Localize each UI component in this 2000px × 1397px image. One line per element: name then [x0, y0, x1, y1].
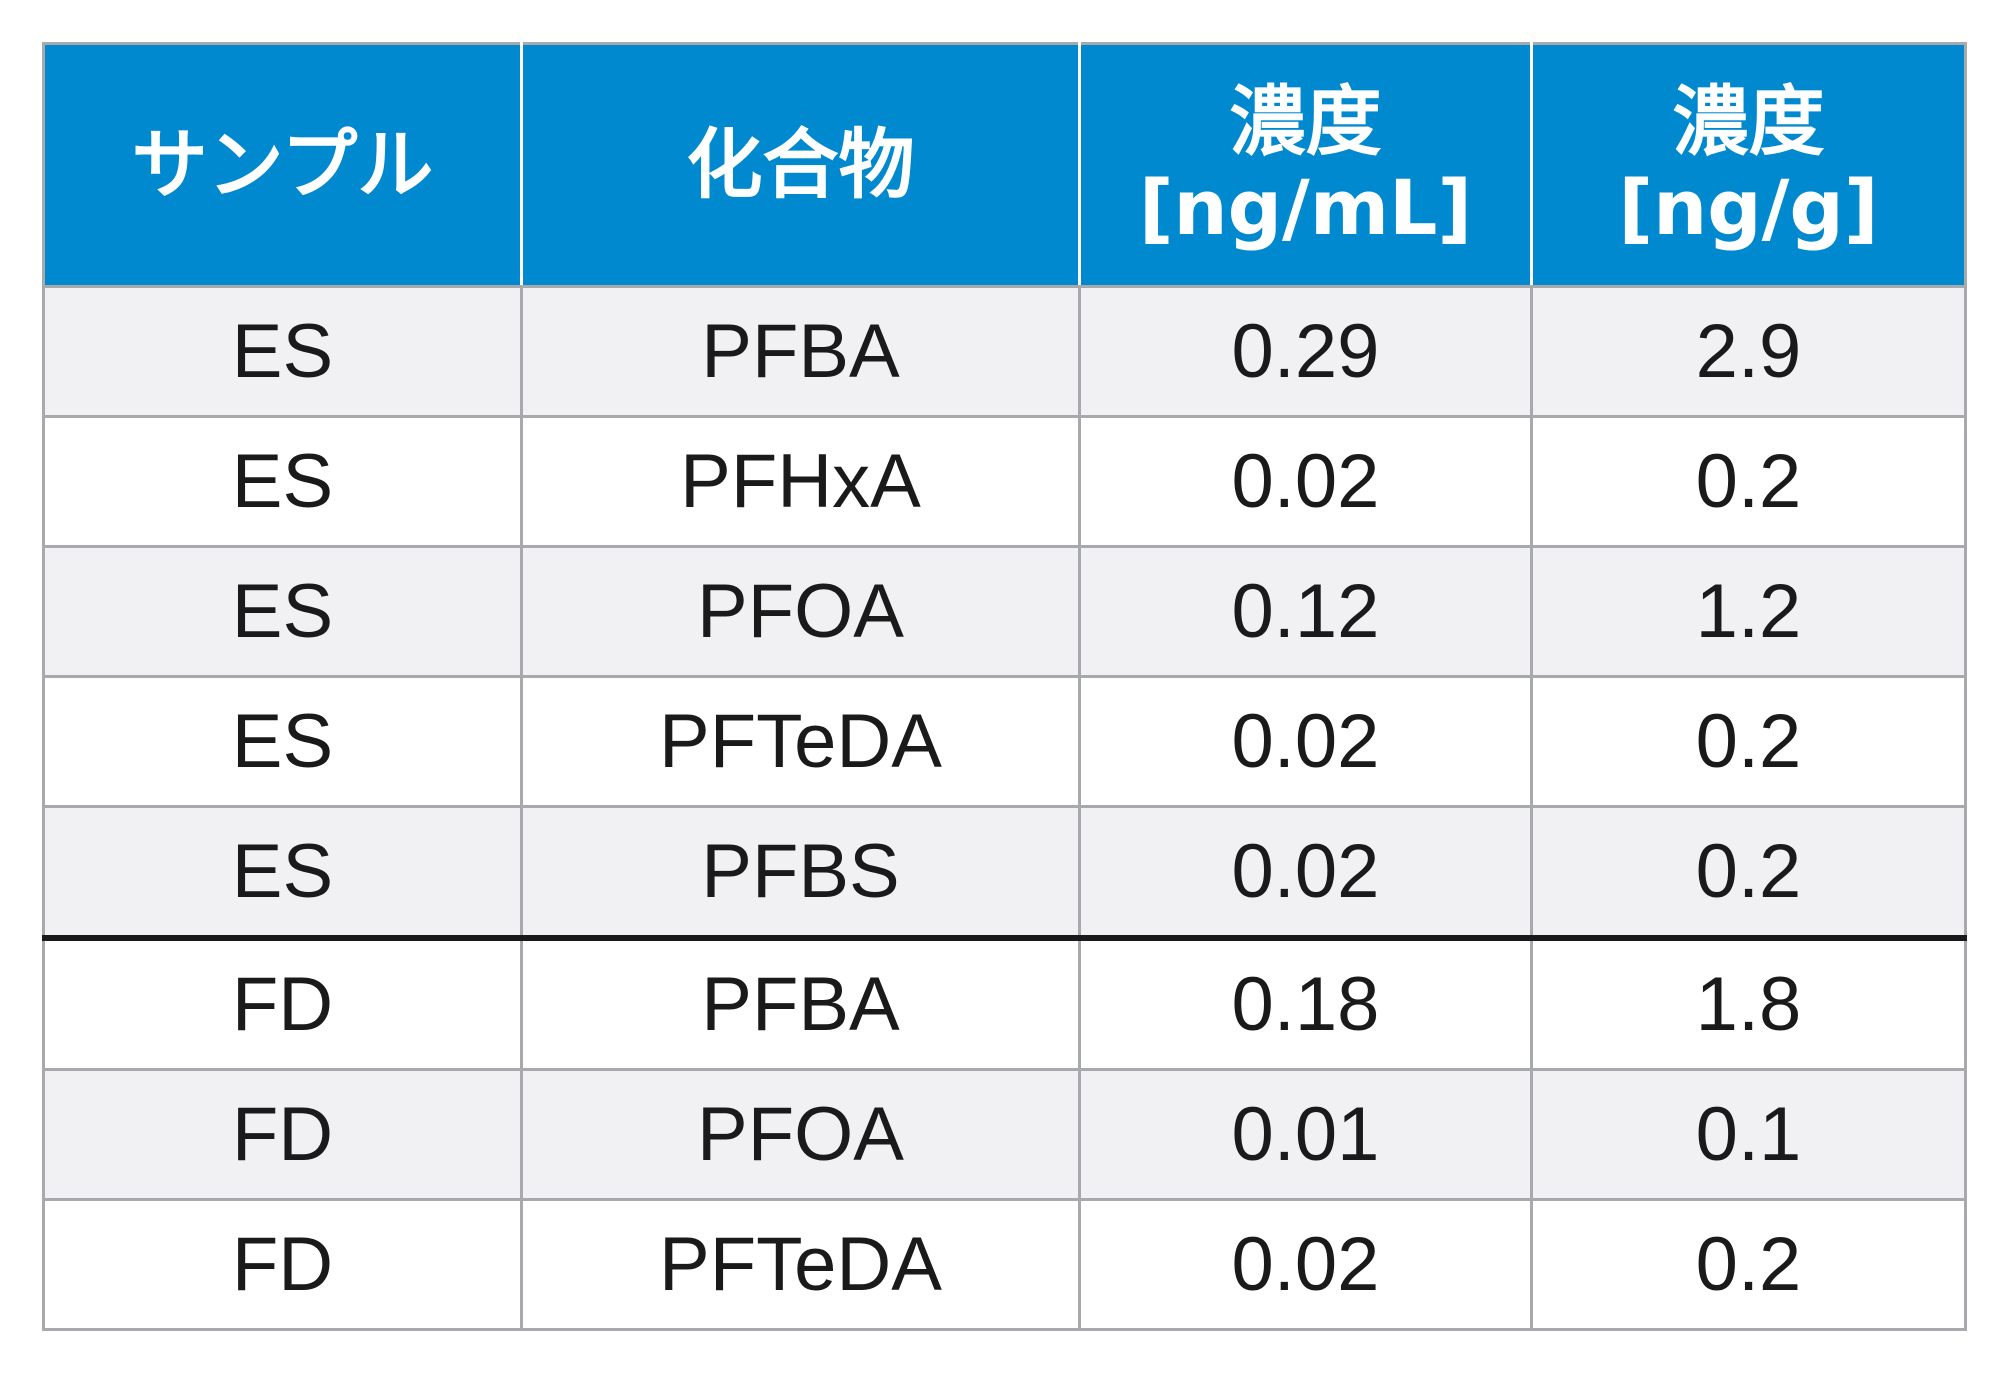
compound-cell: PFOA	[520, 545, 1081, 678]
concentration-ng-g-cell: 2.9	[1530, 285, 1967, 418]
concentration-ng-g-cell: 1.2	[1530, 545, 1967, 678]
concentration-ng-ml-cell: 0.02	[1078, 415, 1533, 548]
compound-cell: PFHxA	[520, 415, 1081, 548]
concentration-ng-ml-cell: 0.29	[1078, 285, 1533, 418]
table-body: ES PFBA 0.29 2.9 ES PFHxA 0.02 0.2 ES PFOA 0.12 1.2…	[42, 285, 1967, 1331]
header-unit-ng-g: [ng/g]	[1618, 163, 1879, 252]
table-row: FD PFTeDA 0.02 0.2	[42, 1198, 1967, 1331]
header-sample: サンプル	[42, 42, 523, 288]
concentration-ng-g-cell: 1.8	[1530, 935, 1967, 1071]
compound-cell: PFTeDA	[520, 1198, 1081, 1331]
concentration-ng-g-cell: 0.2	[1530, 805, 1967, 940]
sample-cell: ES	[42, 285, 523, 418]
header-concentration-label: 濃度	[1672, 77, 1825, 166]
compound-cell: PFTeDA	[520, 675, 1081, 808]
concentration-ng-g-cell: 0.1	[1530, 1068, 1967, 1201]
table-row: ES PFHxA 0.02 0.2	[42, 415, 1967, 548]
table-header: サンプル 化合物 濃度 [ng/mL] 濃度 [ng/g]	[42, 42, 1967, 288]
header-compound-label: 化合物	[686, 120, 915, 209]
header-concentration-label: 濃度	[1229, 77, 1382, 166]
sample-cell: ES	[42, 805, 523, 940]
compound-cell: PFBA	[520, 285, 1081, 418]
table-row: ES PFOA 0.12 1.2	[42, 545, 1967, 678]
header-sample-label: サンプル	[131, 120, 434, 209]
header-concentration-ng-g: 濃度 [ng/g]	[1530, 42, 1967, 288]
table-row: ES PFTeDA 0.02 0.2	[42, 675, 1967, 808]
table-row: FD PFBA 0.18 1.8	[42, 935, 1967, 1071]
table-row: ES PFBS 0.02 0.2	[42, 805, 1967, 940]
concentration-ng-ml-cell: 0.12	[1078, 545, 1533, 678]
compound-cell: PFOA	[520, 1068, 1081, 1201]
header-unit-ng-ml: [ng/mL]	[1138, 163, 1473, 252]
sample-cell: FD	[42, 1198, 523, 1331]
results-table: サンプル 化合物 濃度 [ng/mL] 濃度 [ng/g] ES PFBA 0.29…	[42, 42, 1967, 1331]
table-row: ES PFBA 0.29 2.9	[42, 285, 1967, 418]
header-compound: 化合物	[520, 42, 1081, 288]
header-row: サンプル 化合物 濃度 [ng/mL] 濃度 [ng/g]	[42, 42, 1967, 288]
concentration-ng-ml-cell: 0.02	[1078, 675, 1533, 808]
header-concentration-ng-ml: 濃度 [ng/mL]	[1078, 42, 1533, 288]
concentration-ng-g-cell: 0.2	[1530, 415, 1967, 548]
compound-cell: PFBS	[520, 805, 1081, 940]
concentration-ng-g-cell: 0.2	[1530, 675, 1967, 808]
concentration-ng-ml-cell: 0.01	[1078, 1068, 1533, 1201]
concentration-ng-ml-cell: 0.02	[1078, 805, 1533, 940]
concentration-ng-ml-cell: 0.02	[1078, 1198, 1533, 1331]
sample-cell: FD	[42, 1068, 523, 1201]
sample-cell: ES	[42, 415, 523, 548]
concentration-ng-ml-cell: 0.18	[1078, 935, 1533, 1071]
table-row: FD PFOA 0.01 0.1	[42, 1068, 1967, 1201]
sample-cell: ES	[42, 675, 523, 808]
concentration-ng-g-cell: 0.2	[1530, 1198, 1967, 1331]
compound-cell: PFBA	[520, 935, 1081, 1071]
sample-cell: ES	[42, 545, 523, 678]
sample-cell: FD	[42, 935, 523, 1071]
